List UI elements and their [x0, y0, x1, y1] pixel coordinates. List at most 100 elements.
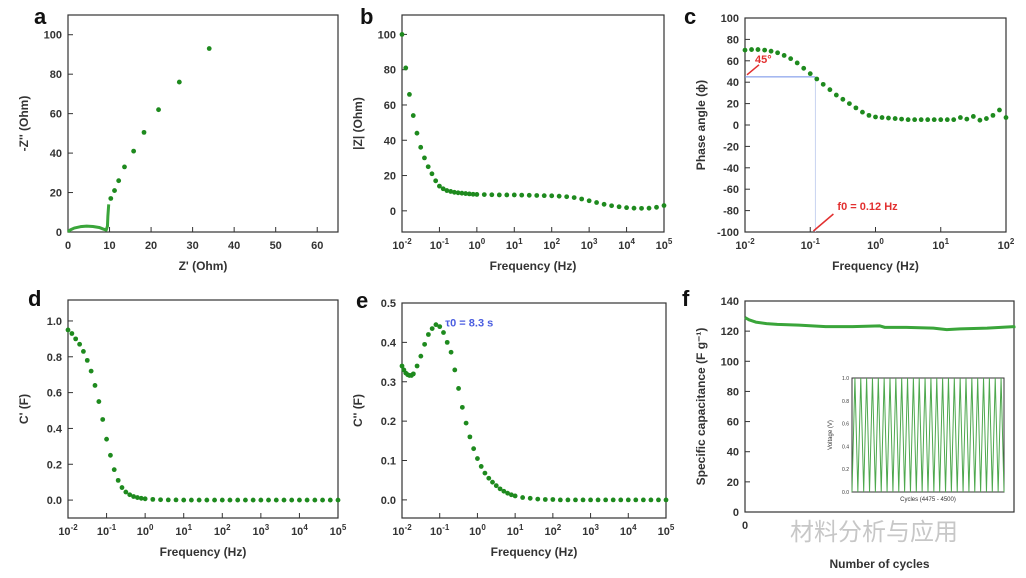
data-point: [112, 188, 117, 193]
y-tick-label: 100: [721, 356, 739, 368]
panel-d: 10-2 10-1 100 101 102 103 104 1050.00.20.40.60.…: [17, 299, 347, 559]
x-tick-label: 100: [469, 523, 486, 538]
plot-frame: [67, 299, 339, 519]
data-point: [88, 368, 94, 374]
data-point: [414, 130, 420, 136]
inset-y-tick-label: 0.2: [842, 467, 849, 473]
y-tick-label: 100: [721, 13, 739, 25]
data-point: [122, 164, 127, 170]
inset-y-tick-label: 0.0: [842, 490, 849, 496]
y-axis-label: Phase angle (ϕ): [694, 80, 708, 170]
plot-frame: [401, 302, 667, 519]
y-tick-label: 0: [390, 206, 396, 218]
data-point: [156, 107, 161, 113]
data-point: [73, 336, 79, 342]
data-point: [456, 386, 461, 391]
data-point: [258, 497, 264, 503]
data-point: [519, 192, 525, 198]
data-point: [452, 367, 458, 373]
x-tick-exponent: 1: [188, 523, 193, 532]
data-point: [418, 144, 424, 150]
y-tick-label: 0.1: [381, 456, 396, 468]
data-point: [520, 495, 526, 500]
data-point: [814, 76, 820, 82]
data-point: [588, 497, 593, 503]
data-point: [938, 117, 944, 123]
x-tick-exponent: -1: [813, 237, 821, 246]
x-tick-exponent: 3: [594, 523, 599, 532]
x-tick-exponent: 0: [149, 523, 154, 532]
y-tick-label: -80: [723, 206, 739, 218]
data-point: [437, 324, 443, 330]
panel-c: 10-2 10-1 100 101 102-100-80-60-40-200204060…: [694, 13, 1015, 273]
y-tick-label: 60: [727, 56, 739, 68]
data-point: [892, 116, 898, 121]
data-point: [459, 404, 465, 410]
x-tick-exponent: -1: [442, 523, 450, 532]
y-tick-label: 60: [384, 100, 396, 112]
data-point: [138, 495, 144, 501]
x-tick-exponent: 3: [265, 523, 270, 532]
y-tick-label: 80: [727, 386, 739, 398]
data-point: [235, 497, 241, 503]
y-tick-label: 40: [384, 135, 396, 147]
panel-letter-c: c: [684, 4, 696, 29]
data-point: [504, 192, 510, 198]
x-tick-exponent: -2: [748, 237, 756, 246]
data-point: [609, 203, 614, 209]
y-axis-label: |Z| (Ohm): [351, 97, 365, 150]
data-point: [925, 117, 931, 123]
data-point: [84, 357, 90, 363]
data-point: [444, 339, 450, 345]
x-tick-exponent: -2: [71, 523, 79, 532]
data-point: [108, 452, 113, 458]
data-point: [471, 446, 477, 452]
data-point: [429, 171, 435, 177]
x-tick-exponent: 0: [481, 237, 486, 246]
y-tick-label: 100: [44, 30, 62, 42]
data-point: [142, 496, 148, 502]
data-point: [755, 47, 761, 52]
y-tick-label: 0.8: [47, 352, 62, 364]
x-tick-label: 0: [65, 240, 71, 252]
data-point: [833, 92, 839, 98]
x-tick-label: 10-2: [392, 237, 412, 252]
data-point: [526, 192, 532, 198]
data-point: [742, 47, 748, 53]
data-point: [886, 115, 891, 121]
data-point: [212, 497, 217, 503]
data-point: [196, 497, 202, 503]
panel-f: 00 20 40 60 80 100 120 140 Number of cycles Speci…: [694, 296, 1016, 571]
data-point: [92, 383, 98, 388]
x-tick-label: 100: [137, 523, 154, 538]
x-tick-exponent: 2: [226, 523, 231, 532]
y-tick-label: 40: [727, 77, 739, 89]
data-point: [100, 417, 106, 422]
y-tick-label: 0: [733, 120, 739, 132]
x-tick-label: 60: [311, 240, 323, 252]
inset-chart: 0.0 0.2 0.4 0.6 0.8 1.0 Cycles (4475 - 4500) Vo…: [828, 376, 1005, 503]
data-point: [486, 475, 492, 481]
data-point: [482, 470, 488, 476]
x-tick-exponent: 1: [518, 237, 523, 246]
panel-letter-d: d: [28, 286, 41, 311]
data-point: [827, 87, 833, 93]
data-point: [990, 112, 996, 118]
data-point: [918, 117, 924, 123]
x-tick-exponent: -2: [405, 237, 413, 246]
x-tick-label: 102: [214, 523, 231, 538]
y-tick-label: 80: [384, 65, 396, 77]
data-point: [455, 190, 461, 196]
y-tick-label: 40: [727, 447, 739, 459]
data-point: [944, 117, 950, 123]
x-tick-label: 50: [270, 240, 282, 252]
y-tick-label: 140: [721, 296, 739, 308]
y-tick-label: 1.0: [47, 316, 62, 328]
data-point: [511, 192, 517, 198]
data-point: [586, 198, 592, 204]
data-point: [957, 115, 963, 120]
data-point: [410, 113, 416, 118]
x-tick-label: 30: [186, 240, 198, 252]
x-tick-exponent: 0: [879, 237, 884, 246]
y-tick-label: 100: [378, 29, 396, 41]
